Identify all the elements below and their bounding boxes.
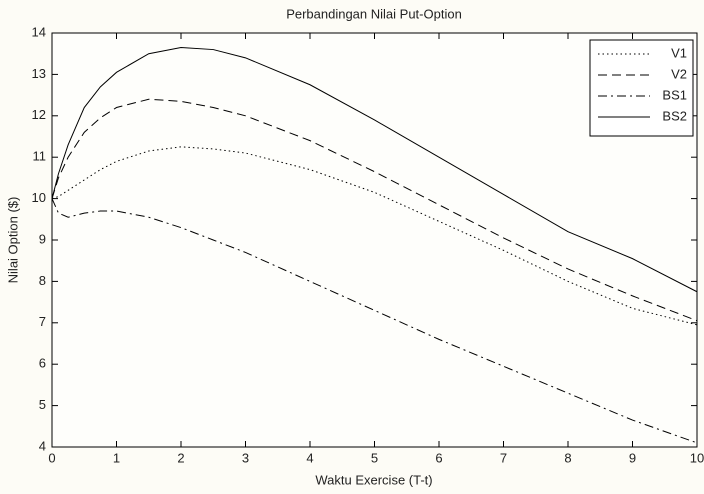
legend-label: BS2 [662, 108, 687, 123]
y-tick-label: 13 [32, 66, 46, 81]
x-tick-label: 2 [177, 450, 184, 465]
chart-title: Perbandingan Nilai Put-Option [286, 6, 462, 21]
y-tick-label: 7 [39, 314, 46, 329]
legend-label: V2 [671, 66, 687, 81]
x-axis-label: Waktu Exercise (T-t) [315, 472, 432, 487]
legend-label: V1 [671, 45, 687, 60]
x-tick-label: 0 [48, 450, 55, 465]
line-series [51, 46, 698, 293]
legend-box [589, 39, 694, 137]
y-tick-label: 9 [39, 231, 46, 246]
y-tick-label: 5 [39, 397, 46, 412]
y-axis-label: Nilai Option ($) [5, 197, 20, 284]
y-tick-label: 14 [32, 24, 46, 39]
y-tick-label: 4 [39, 438, 46, 453]
x-tick-label: 4 [306, 450, 313, 465]
x-tick-label: 10 [690, 450, 704, 465]
y-tick-label: 10 [32, 190, 46, 205]
x-tick-label: 8 [564, 450, 571, 465]
y-tick-label: 12 [32, 107, 46, 122]
x-tick-label: 5 [371, 450, 378, 465]
y-tick-label: 11 [33, 149, 47, 164]
x-tick-label: 1 [113, 450, 120, 465]
x-tick-label: 7 [500, 450, 507, 465]
y-tick-label: 6 [39, 356, 46, 371]
x-tick-label: 9 [629, 450, 636, 465]
legend-label: BS1 [662, 87, 687, 102]
line-series [51, 98, 698, 322]
y-tick-label: 8 [39, 273, 46, 288]
line-series [51, 198, 698, 444]
x-tick-label: 3 [242, 450, 249, 465]
x-tick-label: 6 [435, 450, 442, 465]
